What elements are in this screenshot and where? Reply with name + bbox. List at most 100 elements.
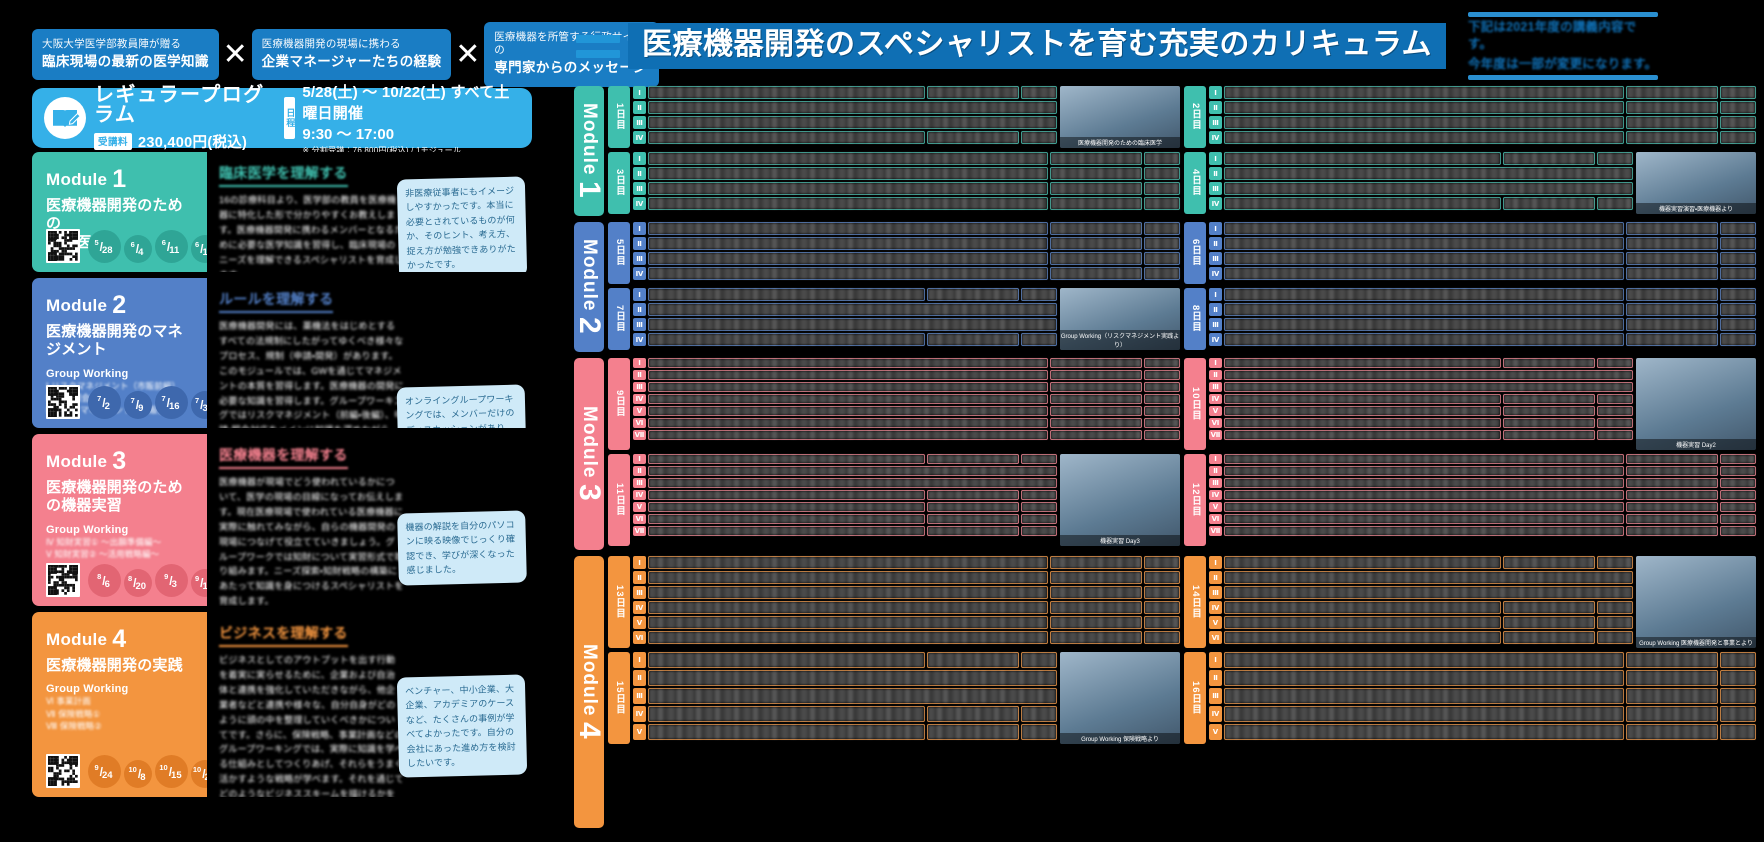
schedule-row[interactable]: Ⅳ <box>1209 267 1756 280</box>
schedule-row[interactable]: Ⅵ <box>633 631 1180 644</box>
schedule-row[interactable]: Ⅳ <box>1209 490 1756 500</box>
qr-code-icon[interactable] <box>46 229 80 263</box>
schedule-row[interactable]: Ⅱ <box>633 370 1180 380</box>
schedule-row[interactable]: Ⅵ <box>1209 418 1633 428</box>
schedule-row[interactable]: Ⅵ <box>633 514 1057 524</box>
schedule-row[interactable]: Ⅰ <box>633 222 1180 235</box>
schedule-row[interactable]: Ⅲ <box>1209 586 1633 599</box>
schedule-row[interactable]: Ⅲ <box>633 688 1057 704</box>
module-card-2[interactable]: Module 2 医療機器開発のマネジメント Group Working Ⅰ リスク… <box>32 278 532 428</box>
schedule-row[interactable]: Ⅶ <box>1209 430 1633 440</box>
schedule-row[interactable]: Ⅴ <box>1209 406 1633 416</box>
schedule-row[interactable]: Ⅲ <box>1209 116 1756 129</box>
schedule-row[interactable]: Ⅵ <box>1209 631 1633 644</box>
schedule-row[interactable]: Ⅳ <box>633 333 1057 346</box>
date-badge[interactable]: 8/20 <box>124 569 152 597</box>
schedule-row[interactable]: Ⅳ <box>1209 197 1633 210</box>
schedule-row[interactable]: Ⅱ <box>1209 237 1756 250</box>
schedule-row[interactable]: Ⅱ <box>1209 370 1633 380</box>
schedule-row[interactable]: Ⅱ <box>633 571 1180 584</box>
schedule-row[interactable]: Ⅴ <box>633 406 1180 416</box>
schedule-row[interactable]: Ⅱ <box>633 167 1180 180</box>
schedule-row[interactable]: Ⅳ <box>633 267 1180 280</box>
module-card-4[interactable]: Module 4 医療機器開発の実践 Group Working Ⅵ 事業計画 Ⅶ 保… <box>32 612 532 797</box>
schedule-row[interactable]: Ⅲ <box>633 116 1057 129</box>
schedule-row[interactable]: Ⅲ <box>1209 382 1633 392</box>
date-badge[interactable]: 6/11 <box>155 230 188 263</box>
schedule-row[interactable]: Ⅰ <box>1209 652 1756 668</box>
schedule-row[interactable]: Ⅶ <box>633 526 1057 536</box>
schedule-row[interactable]: Ⅲ <box>1209 478 1756 488</box>
schedule-row[interactable]: Ⅴ <box>1209 724 1756 740</box>
schedule-row[interactable]: Ⅱ <box>1209 670 1756 686</box>
schedule-row[interactable]: Ⅱ <box>633 303 1057 316</box>
schedule-row[interactable]: Ⅶ <box>633 430 1180 440</box>
date-badge[interactable]: 8/6 <box>88 564 121 597</box>
schedule-row[interactable]: Ⅲ <box>633 182 1180 195</box>
schedule-row[interactable]: Ⅱ <box>1209 303 1756 316</box>
schedule-row[interactable]: Ⅵ <box>1209 514 1756 524</box>
schedule-row[interactable]: Ⅲ <box>1209 688 1756 704</box>
schedule-row[interactable]: Ⅱ <box>1209 101 1756 114</box>
schedule-row[interactable]: Ⅰ <box>633 652 1057 668</box>
schedule-row[interactable]: Ⅰ <box>1209 222 1756 235</box>
schedule-row[interactable]: Ⅱ <box>633 466 1057 476</box>
schedule-row[interactable]: Ⅳ <box>633 490 1057 500</box>
schedule-row[interactable]: Ⅴ <box>633 616 1180 629</box>
date-badge[interactable]: 7/2 <box>88 386 121 419</box>
date-badge[interactable]: 6/4 <box>124 235 152 263</box>
schedule-row[interactable]: Ⅴ <box>1209 502 1756 512</box>
schedule-row[interactable]: Ⅰ <box>1209 152 1633 165</box>
schedule-row[interactable]: Ⅲ <box>633 478 1057 488</box>
date-badge[interactable]: 5/28 <box>88 230 121 263</box>
schedule-row[interactable]: Ⅳ <box>633 706 1057 722</box>
schedule-row[interactable]: Ⅳ <box>633 394 1180 404</box>
date-badge[interactable]: 10/15 <box>155 755 188 788</box>
qr-code-icon[interactable] <box>46 385 80 419</box>
date-badge[interactable]: 7/16 <box>155 386 188 419</box>
schedule-row[interactable]: Ⅱ <box>1209 466 1756 476</box>
schedule-row[interactable]: Ⅲ <box>633 586 1180 599</box>
schedule-row[interactable]: Ⅲ <box>633 252 1180 265</box>
schedule-row[interactable]: Ⅱ <box>1209 571 1633 584</box>
schedule-row[interactable]: Ⅴ <box>1209 616 1633 629</box>
schedule-row[interactable]: Ⅰ <box>633 86 1057 99</box>
schedule-row[interactable]: Ⅳ <box>1209 131 1756 144</box>
schedule-row[interactable]: Ⅲ <box>633 318 1057 331</box>
schedule-row[interactable]: Ⅵ <box>633 418 1180 428</box>
schedule-row[interactable]: Ⅱ <box>633 237 1180 250</box>
schedule-row[interactable]: Ⅳ <box>633 601 1180 614</box>
qr-code-icon[interactable] <box>46 563 80 597</box>
schedule-row[interactable]: Ⅳ <box>1209 706 1756 722</box>
schedule-row[interactable]: Ⅳ <box>633 131 1057 144</box>
schedule-row[interactable]: Ⅰ <box>1209 358 1633 368</box>
schedule-row[interactable]: Ⅰ <box>633 288 1057 301</box>
schedule-row[interactable]: Ⅳ <box>1209 333 1756 346</box>
date-badge[interactable]: 7/9 <box>124 391 152 419</box>
schedule-row[interactable]: Ⅶ <box>1209 526 1756 536</box>
schedule-row[interactable]: Ⅰ <box>1209 454 1756 464</box>
schedule-row[interactable]: Ⅲ <box>633 382 1180 392</box>
schedule-row[interactable]: Ⅲ <box>1209 182 1633 195</box>
qr-code-icon[interactable] <box>46 754 80 788</box>
schedule-row[interactable]: Ⅲ <box>1209 318 1756 331</box>
schedule-row[interactable]: Ⅰ <box>1209 556 1633 569</box>
module-card-3[interactable]: Module 3 医療機器開発のための機器実習 Group Working Ⅳ 知財… <box>32 434 532 606</box>
schedule-row[interactable]: Ⅳ <box>1209 601 1633 614</box>
schedule-row[interactable]: Ⅰ <box>1209 288 1756 301</box>
schedule-row[interactable]: Ⅰ <box>1209 86 1756 99</box>
schedule-row[interactable]: Ⅰ <box>633 358 1180 368</box>
date-badge[interactable]: 9/3 <box>155 564 188 597</box>
schedule-row[interactable]: Ⅱ <box>1209 167 1633 180</box>
date-badge[interactable]: 9/24 <box>88 755 121 788</box>
schedule-row[interactable]: Ⅴ <box>633 502 1057 512</box>
schedule-row[interactable]: Ⅰ <box>633 454 1057 464</box>
schedule-row[interactable]: Ⅰ <box>633 152 1180 165</box>
date-badge[interactable]: 10/8 <box>124 760 152 788</box>
schedule-row[interactable]: Ⅲ <box>1209 252 1756 265</box>
schedule-row[interactable]: Ⅱ <box>633 670 1057 686</box>
schedule-row[interactable]: Ⅱ <box>633 101 1057 114</box>
schedule-row[interactable]: Ⅴ <box>633 724 1057 740</box>
schedule-row[interactable]: Ⅳ <box>633 197 1180 210</box>
